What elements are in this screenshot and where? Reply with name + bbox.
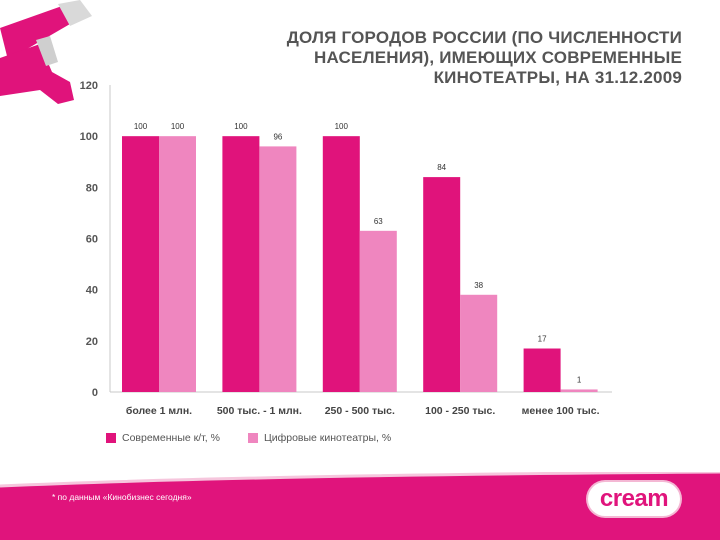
- chart-title: ДОЛЯ ГОРОДОВ РОССИИ (ПО ЧИСЛЕННОСТИ НАСЕ…: [202, 28, 682, 88]
- bar-value-label: 17: [538, 335, 547, 344]
- bar-series-2: [560, 389, 598, 392]
- bar-series-1: [423, 177, 461, 392]
- y-tick-label: 20: [86, 336, 98, 348]
- title-line-1: ДОЛЯ ГОРОДОВ РОССИИ (ПО ЧИСЛЕННОСТИ: [286, 28, 682, 47]
- bar-series-2: [259, 146, 297, 392]
- bar-series-1: [222, 136, 260, 392]
- y-tick-label: 40: [86, 285, 98, 297]
- bar-value-label: 100: [171, 122, 185, 131]
- x-tick-label: менее 100 тыс.: [522, 405, 600, 417]
- y-tick-label: 100: [80, 131, 98, 143]
- legend-swatch-series-2: [247, 433, 258, 443]
- title-line-3: КИНОТЕАТРЫ, НА 31.12.2009: [433, 68, 682, 87]
- x-tick-label: 500 тыс. - 1 млн.: [217, 405, 302, 417]
- cream-logo: cream: [588, 482, 680, 516]
- bar-value-label: 63: [374, 217, 383, 226]
- source-footnote: * по данным «Кинобизнес сегодня»: [52, 492, 192, 502]
- title-line-2: НАСЕЛЕНИЯ), ИМЕЮЩИХ СОВРЕМЕННЫЕ: [314, 48, 682, 67]
- paint-tube-decoration: [0, 0, 92, 104]
- x-tick-label: 250 - 500 тыс.: [325, 405, 395, 417]
- bar-series-2: [159, 136, 196, 392]
- footer-band: [0, 472, 720, 540]
- legend-label-series-1: Современные к/т, %: [122, 432, 220, 444]
- y-tick-label: 80: [86, 182, 98, 194]
- bar-series-1: [322, 136, 360, 392]
- x-tick-label: более 1 млн.: [126, 405, 192, 417]
- legend-swatch-series-1: [106, 433, 116, 443]
- legend-item-series-2: Цифровые кинотеатры, %: [247, 432, 392, 444]
- bar-chart: 0 20 40 60 80 100 120 100 100 более 1 млн. 100 96 50…: [80, 80, 612, 417]
- bar-series-1: [122, 136, 159, 392]
- bar-series-2: [359, 230, 397, 392]
- bar-series-2: [460, 294, 498, 392]
- bar-value-label: 1: [577, 375, 582, 384]
- legend-item-series-1: Современные к/т, %: [106, 432, 220, 444]
- bar-value-label: 100: [234, 122, 248, 131]
- bar-value-label: 100: [335, 122, 349, 131]
- x-tick-label: 100 - 250 тыс.: [425, 405, 495, 417]
- bar-value-label: 96: [273, 132, 282, 141]
- bar-series-1: [523, 348, 561, 392]
- bar-value-label: 84: [437, 163, 446, 172]
- y-tick-label: 0: [92, 387, 98, 399]
- legend-label-series-2: Цифровые кинотеатры, %: [263, 432, 392, 444]
- bar-value-label: 100: [134, 122, 148, 131]
- y-tick-label: 60: [86, 234, 98, 246]
- chart-legend: Современные к/т, % Цифровые кинотеатры, …: [106, 432, 391, 444]
- bar-value-label: 38: [474, 281, 483, 290]
- y-tick-label: 120: [80, 80, 98, 92]
